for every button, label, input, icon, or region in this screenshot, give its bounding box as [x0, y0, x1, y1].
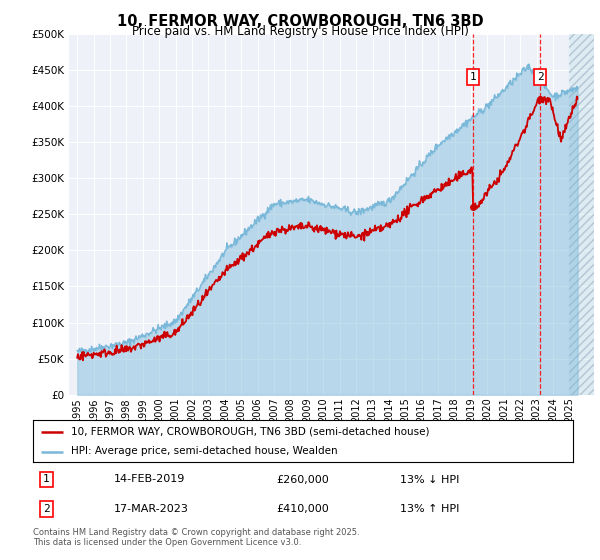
- Text: HPI: Average price, semi-detached house, Wealden: HPI: Average price, semi-detached house,…: [71, 446, 337, 456]
- Text: 17-MAR-2023: 17-MAR-2023: [114, 504, 189, 514]
- Text: 2: 2: [536, 72, 544, 82]
- Text: £410,000: £410,000: [276, 504, 329, 514]
- Text: 1: 1: [470, 72, 476, 82]
- Text: 2: 2: [43, 504, 50, 514]
- Text: 13% ↓ HPI: 13% ↓ HPI: [400, 474, 460, 484]
- Text: 1: 1: [43, 474, 50, 484]
- Text: 13% ↑ HPI: 13% ↑ HPI: [400, 504, 460, 514]
- Text: 10, FERMOR WAY, CROWBOROUGH, TN6 3BD: 10, FERMOR WAY, CROWBOROUGH, TN6 3BD: [116, 14, 484, 29]
- Text: Contains HM Land Registry data © Crown copyright and database right 2025.
This d: Contains HM Land Registry data © Crown c…: [33, 528, 359, 547]
- Text: £260,000: £260,000: [276, 474, 329, 484]
- Text: 10, FERMOR WAY, CROWBOROUGH, TN6 3BD (semi-detached house): 10, FERMOR WAY, CROWBOROUGH, TN6 3BD (se…: [71, 427, 430, 437]
- Text: Price paid vs. HM Land Registry's House Price Index (HPI): Price paid vs. HM Land Registry's House …: [131, 25, 469, 38]
- Text: 14-FEB-2019: 14-FEB-2019: [114, 474, 185, 484]
- Bar: [569, 34, 594, 395]
- Bar: [569, 34, 594, 395]
